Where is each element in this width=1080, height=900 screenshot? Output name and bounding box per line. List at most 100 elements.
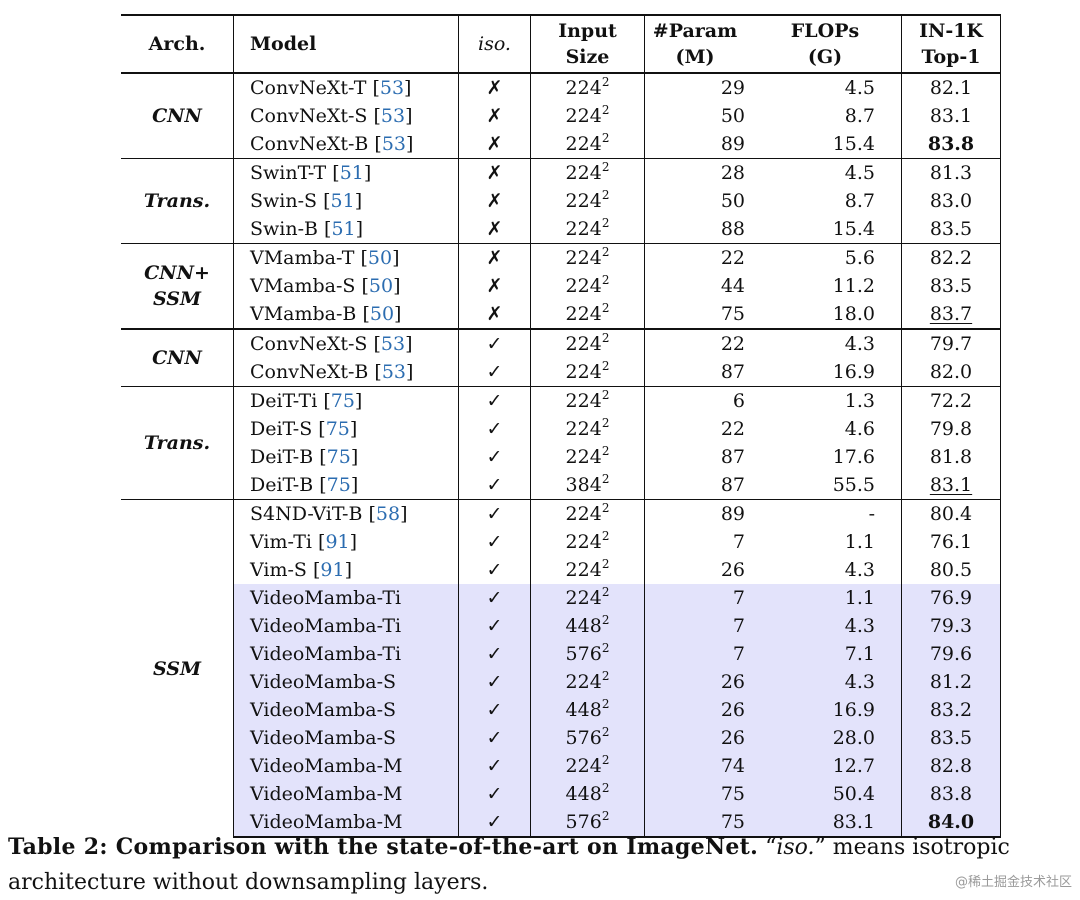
squared-superscript: 2 (601, 160, 610, 174)
citation-link[interactable]: 50 (368, 275, 394, 297)
input-size-cell: 2242 (530, 584, 645, 612)
model-cell: ConvNeXt-T [53] (233, 72, 459, 102)
citation-link[interactable]: 53 (381, 361, 407, 383)
citation-link[interactable]: 53 (380, 105, 406, 127)
top1-value: 79.3 (929, 615, 973, 637)
top1-value: 80.4 (929, 503, 973, 525)
citation-bracket: [ (318, 418, 326, 440)
table-row: CNN+ SSM VMamba-T [50] ✗ 2242 22 5.6 82.2 (121, 243, 1001, 329)
citation-link[interactable]: 91 (320, 559, 345, 581)
citation-link[interactable]: 75 (330, 390, 355, 412)
citation-link[interactable]: 75 (325, 418, 350, 440)
input-size-value: 224 (565, 418, 602, 440)
table-row: CNN ConvNeXt-S [53] ✓ 2242 22 4.3 79.7 (121, 328, 1001, 387)
squared-superscript: 2 (601, 331, 610, 345)
flops-cell: 50.4 (775, 780, 902, 808)
model-name: SwinT-T (250, 162, 333, 184)
check-mark-icon: ✓ (458, 415, 531, 443)
input-size-value: 224 (565, 503, 602, 525)
input-size-cell: 2242 (530, 752, 645, 780)
top1-value: 82.0 (929, 361, 973, 383)
model-name: Vim-Ti (250, 531, 319, 553)
citation-link[interactable]: 91 (325, 531, 350, 553)
cross-mark-icon: ✗ (458, 72, 531, 102)
citation-bracket: [ (319, 446, 327, 468)
table-row: VideoMamba-M ✓ 2242 74 12.7 82.8 (121, 752, 1001, 780)
check-mark-icon: ✓ (458, 724, 531, 752)
header-top1: IN-1K Top-1 (901, 14, 1001, 74)
input-size-value: 224 (565, 531, 602, 553)
input-size-cell: 2242 (530, 528, 645, 556)
citation-link[interactable]: 53 (381, 133, 407, 155)
top1-value: 82.8 (929, 755, 973, 777)
citation-link[interactable]: 51 (331, 218, 356, 240)
model-name: VideoMamba-Ti (250, 643, 402, 665)
top1-cell: 81.2 (901, 668, 1001, 696)
param-cell: 7 (644, 528, 775, 556)
input-size-value: 224 (565, 162, 602, 184)
input-size-value: 576 (565, 643, 602, 665)
citation-link[interactable]: 53 (380, 333, 406, 355)
input-size-value: 224 (565, 190, 602, 212)
check-mark-icon: ✓ (458, 780, 531, 808)
citation-link[interactable]: 50 (369, 303, 395, 325)
model-cell: Vim-S [91] (233, 556, 459, 584)
top1-cell: 82.0 (901, 358, 1001, 387)
top1-cell: 81.3 (901, 158, 1001, 187)
citation-bracket: [ (362, 303, 370, 325)
input-size-cell: 2242 (530, 300, 645, 329)
iso-mark: ✗ (486, 133, 503, 155)
citation-bracket: [ (372, 77, 380, 99)
squared-superscript: 2 (601, 809, 610, 823)
model-cell: SwinT-T [51] (233, 158, 459, 187)
citation-link[interactable]: 51 (330, 190, 355, 212)
flops-cell: 15.4 (832, 218, 875, 240)
input-size-value: 224 (565, 755, 602, 777)
check-mark-icon: ✓ (458, 696, 531, 724)
header-param-line1: #Param (652, 20, 738, 42)
citation-link[interactable]: 51 (339, 162, 364, 184)
top1-cell: 80.4 (901, 499, 1001, 528)
iso-mark: ✓ (486, 333, 503, 355)
table-row: VideoMamba-M ✓ 4482 75 50.4 83.8 (121, 780, 1001, 808)
table-row: VideoMamba-Ti ✓ 4482 7 4.3 79.3 (121, 612, 1001, 640)
table-row: Vim-S [91] ✓ 2242 26 4.3 80.5 (121, 556, 1001, 584)
iso-mark: ✗ (486, 303, 503, 325)
citation-bracket: [ (323, 390, 331, 412)
model-cell: VideoMamba-S (233, 668, 459, 696)
top1-value: 83.0 (929, 190, 973, 212)
top1-value: 83.7 (929, 303, 973, 325)
input-size-value: 224 (565, 247, 602, 269)
check-mark-icon: ✓ (458, 668, 531, 696)
citation-link[interactable]: 58 (375, 503, 401, 525)
citation-link[interactable]: 50 (367, 247, 393, 269)
model-name: ConvNeXt-B (250, 133, 375, 155)
citation-link[interactable]: 75 (326, 474, 351, 496)
input-size-cell: 2242 (530, 415, 645, 443)
iso-mark: ✓ (486, 755, 503, 777)
citation-bracket: [ (319, 474, 327, 496)
citation-link[interactable]: 53 (379, 77, 405, 99)
table-row: VideoMamba-S ✓ 4482 26 16.9 83.2 (121, 696, 1001, 724)
model-name: VideoMamba-S (250, 671, 397, 693)
citation-bracket: [ (312, 559, 321, 581)
iso-mark: ✓ (486, 503, 503, 525)
flops-cell: 4.6 (844, 418, 875, 440)
iso-mark: ✓ (486, 361, 503, 383)
flops-cell: - (775, 499, 902, 528)
arch-cell: CNN+ SSM (121, 243, 234, 329)
model-name: VideoMamba-Ti (250, 615, 402, 637)
model-cell: VMamba-S [50] (233, 272, 459, 300)
model-name: DeiT-B (250, 474, 320, 496)
iso-mark: ✓ (486, 474, 503, 496)
top1-cell: 83.1 (901, 471, 1001, 500)
model-cell: VideoMamba-Ti (233, 640, 459, 668)
param-cell: 7 (644, 612, 775, 640)
model-name: ConvNeXt-T (250, 77, 373, 99)
input-size-cell: 2242 (530, 328, 645, 358)
top1-cell: 72.2 (901, 386, 1001, 415)
iso-mark: ✓ (486, 559, 503, 581)
flops-cell: 4.3 (775, 612, 902, 640)
input-size-value: 224 (565, 275, 602, 297)
citation-link[interactable]: 75 (326, 446, 351, 468)
